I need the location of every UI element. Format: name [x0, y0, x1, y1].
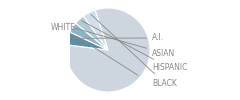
Wedge shape: [66, 32, 108, 50]
Text: ASIAN: ASIAN: [75, 28, 175, 57]
Wedge shape: [83, 10, 108, 50]
Wedge shape: [70, 23, 108, 50]
Text: WHITE: WHITE: [51, 24, 138, 75]
Text: HISPANIC: HISPANIC: [82, 21, 187, 72]
Wedge shape: [76, 16, 108, 50]
Text: BLACK: BLACK: [91, 14, 177, 88]
Wedge shape: [66, 8, 150, 92]
Text: A.I.: A.I.: [71, 34, 164, 42]
